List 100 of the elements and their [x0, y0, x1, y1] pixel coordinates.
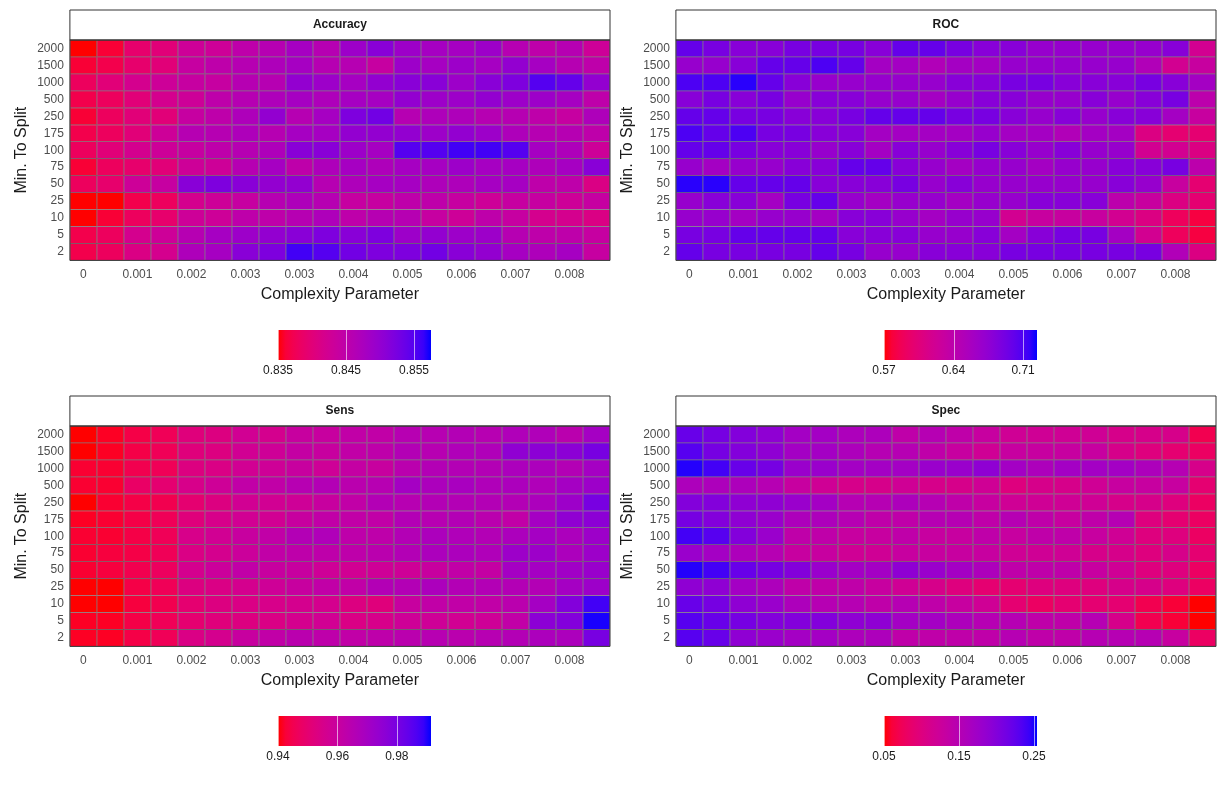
y-tick-label: 175 — [649, 511, 671, 526]
x-tick-label: 0 — [686, 652, 694, 667]
color-bar-label: 0.845 — [330, 363, 361, 377]
x-tick-label: 0.008 — [1160, 652, 1191, 667]
y-tick-label: 250 — [43, 108, 65, 123]
x-tick-label: 0.003 — [890, 266, 921, 281]
y-tick-label: 1500 — [643, 57, 671, 72]
y-tick-label: 500 — [649, 91, 671, 106]
x-tick-label: 0.005 — [998, 652, 1029, 667]
y-tick-label: 2000 — [643, 426, 671, 441]
y-tick-label: 100 — [649, 142, 671, 157]
y-tick-label: 75 — [656, 159, 671, 174]
x-tick-label: 0.006 — [1052, 266, 1083, 281]
color-bar-label: 0.25 — [1022, 749, 1046, 763]
y-tick-label: 50 — [50, 562, 65, 577]
y-tick-label: 1000 — [37, 460, 65, 475]
x-tick-label: 0.002 — [782, 652, 813, 667]
x-tick-label: 0.006 — [446, 266, 477, 281]
x-axis-title: Complexity Parameter — [866, 670, 1026, 688]
y-tick-label: 250 — [649, 494, 671, 509]
color-bar-label: 0.15 — [947, 749, 971, 763]
x-tick-label: 0.003 — [230, 266, 261, 281]
x-tick-label: 0.006 — [1052, 652, 1083, 667]
y-tick-label: 500 — [43, 91, 65, 106]
y-tick-label: 2000 — [643, 40, 671, 55]
chart-title: ROC — [932, 17, 960, 32]
y-tick-label: 500 — [43, 477, 65, 492]
y-tick-label: 25 — [50, 193, 65, 208]
x-tick-label: 0 — [686, 266, 694, 281]
x-tick-label: 0.003 — [284, 266, 315, 281]
y-tick-label: 250 — [649, 108, 671, 123]
color-bar-label: 0.57 — [872, 363, 896, 377]
x-tick-label: 0 — [80, 652, 88, 667]
x-tick-label: 0.008 — [1160, 266, 1191, 281]
chart-title: Accuracy — [312, 17, 368, 32]
y-tick-label: 5 — [57, 613, 65, 628]
y-tick-label: 5 — [57, 227, 65, 242]
x-tick-label: 0.004 — [944, 652, 975, 667]
y-tick-label: 100 — [43, 142, 65, 157]
y-tick-label: 175 — [43, 511, 65, 526]
y-tick-label: 5 — [663, 613, 671, 628]
y-tick-label: 2 — [663, 630, 671, 645]
y-tick-label: 1500 — [643, 443, 671, 458]
x-tick-label: 0.005 — [392, 652, 423, 667]
y-tick-label: 175 — [43, 125, 65, 140]
color-bar-label: 0.05 — [872, 749, 896, 763]
x-axis-title: Complexity Parameter — [260, 670, 420, 688]
color-bar-label: 0.64 — [941, 363, 966, 377]
chart-title: Sens — [325, 403, 355, 418]
x-tick-label: 0.001 — [122, 266, 153, 281]
x-tick-label: 0.004 — [338, 652, 369, 667]
x-tick-label: 0.002 — [782, 266, 813, 281]
y-tick-label: 1000 — [643, 74, 671, 89]
y-tick-label: 10 — [656, 596, 671, 611]
y-axis-title: Min. To Split — [618, 106, 636, 194]
x-tick-label: 0.001 — [728, 652, 759, 667]
x-tick-label: 0.002 — [176, 652, 207, 667]
chart-title: Spec — [931, 403, 961, 418]
x-tick-label: 0.002 — [176, 266, 207, 281]
x-tick-label: 0.007 — [500, 652, 531, 667]
x-tick-label: 0.005 — [998, 266, 1029, 281]
x-tick-label: 0.003 — [284, 652, 315, 667]
y-tick-label: 2 — [57, 244, 65, 259]
y-tick-label: 2 — [57, 630, 65, 645]
y-tick-label: 75 — [50, 545, 65, 560]
y-tick-label: 2000 — [37, 426, 65, 441]
x-tick-label: 0.007 — [500, 266, 531, 281]
x-tick-label: 0.008 — [554, 266, 585, 281]
y-axis-title: Min. To Split — [618, 492, 636, 580]
y-tick-label: 75 — [50, 159, 65, 174]
x-tick-label: 0.004 — [944, 266, 975, 281]
color-bar-label: 0.98 — [385, 749, 409, 763]
y-tick-label: 100 — [43, 528, 65, 543]
x-tick-label: 0.001 — [728, 266, 759, 281]
y-tick-label: 250 — [43, 494, 65, 509]
y-tick-label: 50 — [656, 176, 671, 191]
y-axis-title: Min. To Split — [12, 106, 30, 194]
y-tick-label: 50 — [50, 176, 65, 191]
y-tick-label: 25 — [50, 579, 65, 594]
color-bar-label: 0.94 — [266, 749, 290, 763]
y-tick-label: 1000 — [643, 460, 671, 475]
x-tick-label: 0.001 — [122, 652, 153, 667]
x-tick-label: 0.004 — [338, 266, 369, 281]
y-tick-label: 100 — [649, 528, 671, 543]
y-tick-label: 25 — [656, 193, 671, 208]
y-tick-label: 10 — [50, 596, 65, 611]
y-tick-label: 500 — [649, 477, 671, 492]
color-bar-label: 0.71 — [1011, 363, 1035, 377]
y-tick-label: 2 — [663, 244, 671, 259]
y-tick-label: 5 — [663, 227, 671, 242]
x-axis-title: Complexity Parameter — [260, 284, 420, 302]
y-tick-label: 50 — [656, 562, 671, 577]
y-tick-label: 1500 — [37, 57, 65, 72]
y-tick-label: 1000 — [37, 74, 65, 89]
y-tick-label: 25 — [656, 579, 671, 594]
x-tick-label: 0.003 — [836, 652, 867, 667]
x-tick-label: 0 — [80, 266, 88, 281]
y-tick-label: 75 — [656, 545, 671, 560]
x-tick-label: 0.008 — [554, 652, 585, 667]
x-tick-label: 0.006 — [446, 652, 477, 667]
